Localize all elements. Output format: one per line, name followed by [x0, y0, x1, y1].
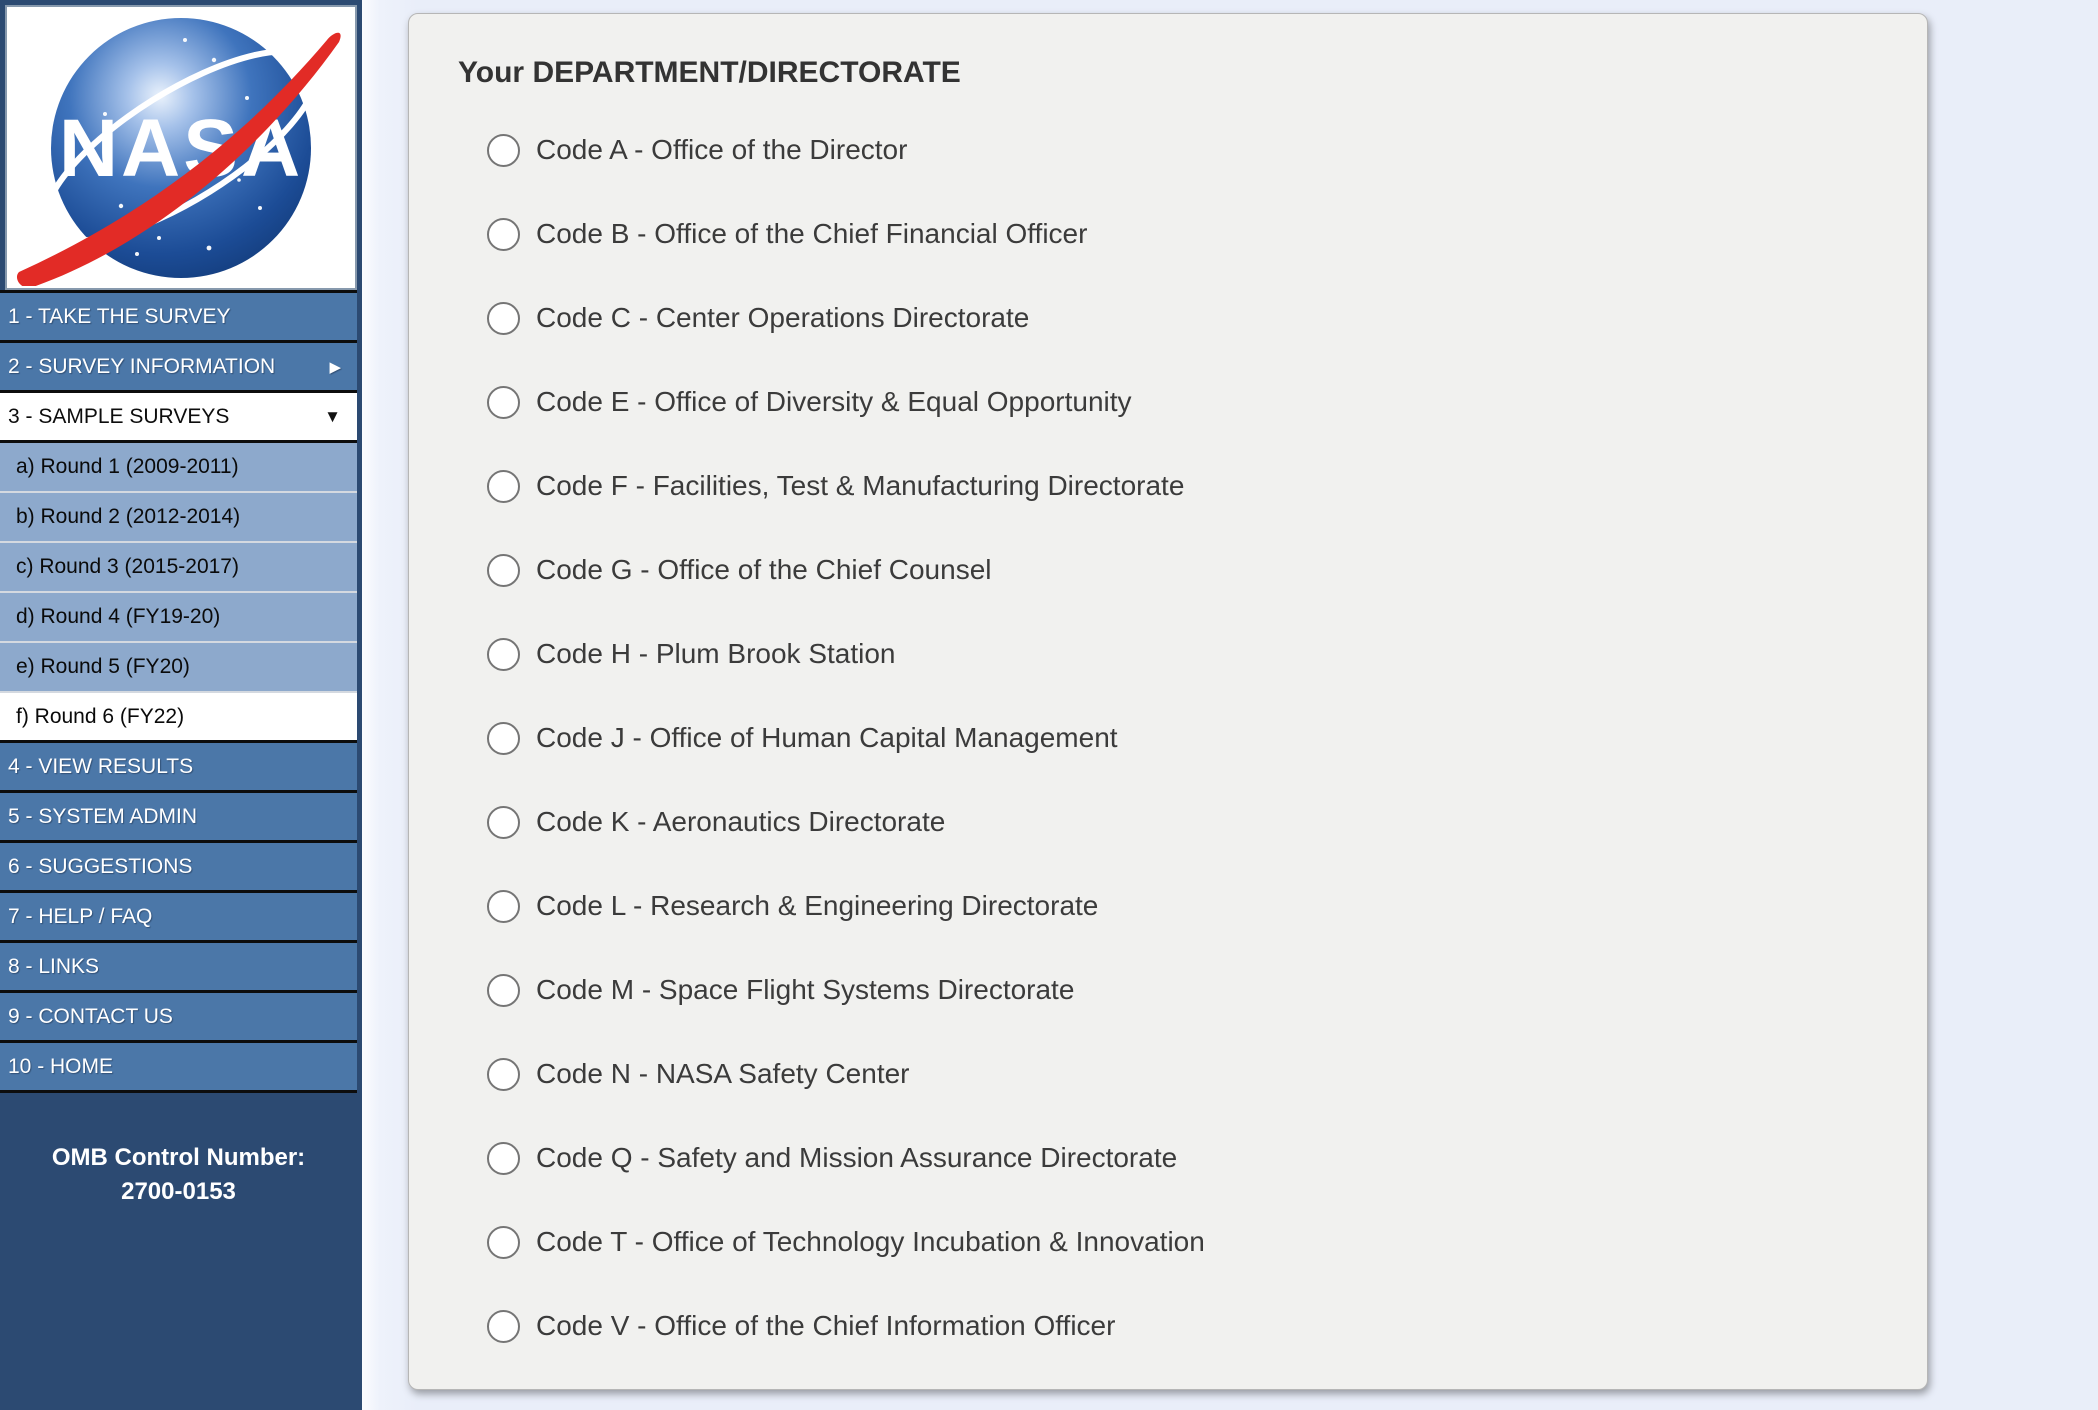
omb-label: OMB Control Number:: [51, 1144, 306, 1171]
question-title: Your DEPARTMENT/DIRECTORATE: [458, 56, 961, 89]
radio-option-label: Code H - Plum Brook Station: [536, 638, 896, 669]
radio-input[interactable]: [487, 973, 520, 1007]
dropdown-open-icon: ▼: [324, 406, 341, 426]
radio-option-label: Code N - NASA Safety Center: [536, 1058, 910, 1089]
radio-option-label: Code A - Office of the Director: [536, 134, 908, 165]
radio-option-code-j[interactable]: Code J - Office of Human Capital Managem…: [487, 696, 1887, 780]
radio-input[interactable]: [487, 721, 520, 755]
nasa-logo-box: NASA: [5, 5, 357, 290]
logo-sphere: [51, 17, 311, 278]
menu-item-label: c) Round 3 (2015-2017): [16, 555, 239, 578]
menu-item-label: a) Round 1 (2009-2011): [16, 455, 239, 478]
sidebar-item-7-help-faq[interactable]: 7 - HELP / FAQ: [0, 893, 357, 943]
menu-item-label: 8 - LINKS: [8, 954, 100, 978]
radio-input[interactable]: [487, 385, 520, 419]
nasa-logo: NASA: [16, 17, 341, 286]
radio-option-code-l[interactable]: Code L - Research & Engineering Director…: [487, 864, 1887, 948]
radio-option-label: Code E - Office of Diversity & Equal Opp…: [536, 386, 1132, 417]
menu-item-label: 9 - CONTACT US: [8, 1004, 173, 1028]
sidebar-item-5-system-admin[interactable]: 5 - SYSTEM ADMIN: [0, 793, 357, 843]
radio-option-label: Code Q - Safety and Mission Assurance Di…: [536, 1142, 1178, 1173]
radio-option-label: Code G - Office of the Chief Counsel: [536, 554, 992, 585]
menu-item-label: d) Round 4 (FY19-20): [16, 605, 221, 628]
radio-option-code-m[interactable]: Code M - Space Flight Systems Directorat…: [487, 948, 1887, 1032]
menu-item-label: 2 - SURVEY INFORMATION: [8, 354, 276, 378]
menu-item-label: 1 - TAKE THE SURVEY: [8, 304, 231, 328]
radio-input[interactable]: [487, 217, 520, 251]
radio-option-label: Code T - Office of Technology Incubation…: [536, 1226, 1205, 1257]
radio-input[interactable]: [487, 1225, 520, 1259]
radio-option-code-g[interactable]: Code G - Office of the Chief Counsel: [487, 528, 1887, 612]
sidebar-item-c-round-3-2015-2017[interactable]: c) Round 3 (2015-2017): [0, 543, 357, 593]
radio-input[interactable]: [487, 889, 520, 923]
submenu-expand-icon: ▶: [329, 358, 341, 376]
radio-option-label: Code C - Center Operations Directorate: [536, 302, 1030, 333]
radio-input[interactable]: [487, 637, 520, 671]
options-list: Code A - Office of the Director Code B -…: [487, 108, 1887, 1368]
sidebar-item-1-take-the-survey[interactable]: 1 - TAKE THE SURVEY: [0, 293, 357, 343]
omb-value: 2700-0153: [121, 1177, 236, 1205]
menu-item-label: 10 - HOME: [8, 1054, 114, 1078]
sidebar-item-3-sample-surveys[interactable]: 3 - SAMPLE SURVEYS ▼: [0, 393, 357, 443]
radio-option-label: Code V - Office of the Chief Information…: [536, 1310, 1116, 1341]
menu-item-label: 7 - HELP / FAQ: [8, 904, 153, 928]
radio-option-code-h[interactable]: Code H - Plum Brook Station: [487, 612, 1887, 696]
sidebar-item-9-contact-us[interactable]: 9 - CONTACT US: [0, 993, 357, 1043]
omb-control-number: OMB Control Number: 2700-0153: [0, 1141, 357, 1208]
sidebar-item-a-round-1-2009-2011[interactable]: a) Round 1 (2009-2011): [0, 443, 357, 493]
sidebar-item-b-round-2-2012-2014[interactable]: b) Round 2 (2012-2014): [0, 493, 357, 543]
menu-item-label: 5 - SYSTEM ADMIN: [8, 804, 198, 828]
radio-option-code-c[interactable]: Code C - Center Operations Directorate: [487, 276, 1887, 360]
radio-input[interactable]: [487, 1141, 520, 1175]
sidebar-menu: 1 - TAKE THE SURVEY 2 - SURVEY INFORMATI…: [0, 290, 357, 1093]
menu-item-label: 6 - SUGGESTIONS: [8, 854, 193, 878]
main-content: Your DEPARTMENT/DIRECTORATE Code A - Off…: [362, 0, 2098, 1410]
radio-option-code-e[interactable]: Code E - Office of Diversity & Equal Opp…: [487, 360, 1887, 444]
sidebar-item-6-suggestions[interactable]: 6 - SUGGESTIONS: [0, 843, 357, 893]
radio-option-code-n[interactable]: Code N - NASA Safety Center: [487, 1032, 1887, 1116]
radio-option-code-a[interactable]: Code A - Office of the Director: [487, 108, 1887, 192]
radio-input[interactable]: [487, 301, 520, 335]
sidebar-item-10-home[interactable]: 10 - HOME: [0, 1043, 357, 1093]
survey-question-card: Your DEPARTMENT/DIRECTORATE Code A - Off…: [408, 13, 1928, 1390]
radio-option-label: Code J - Office of Human Capital Managem…: [536, 722, 1118, 753]
radio-option-code-v[interactable]: Code V - Office of the Chief Information…: [487, 1284, 1887, 1368]
radio-input[interactable]: [487, 805, 520, 839]
sidebar-item-e-round-5-fy20[interactable]: e) Round 5 (FY20): [0, 643, 357, 693]
radio-option-code-q[interactable]: Code Q - Safety and Mission Assurance Di…: [487, 1116, 1887, 1200]
sidebar-item-f-round-6-fy22[interactable]: f) Round 6 (FY22): [0, 693, 357, 743]
menu-item-label: 4 - VIEW RESULTS: [8, 754, 194, 778]
radio-option-code-t[interactable]: Code T - Office of Technology Incubation…: [487, 1200, 1887, 1284]
logo-swoosh: [16, 32, 341, 286]
sidebar-item-d-round-4-fy19-20[interactable]: d) Round 4 (FY19-20): [0, 593, 357, 643]
radio-option-code-f[interactable]: Code F - Facilities, Test & Manufacturin…: [487, 444, 1887, 528]
radio-option-label: Code B - Office of the Chief Financial O…: [536, 218, 1088, 249]
radio-input[interactable]: [487, 133, 520, 167]
radio-input[interactable]: [487, 469, 520, 503]
radio-option-label: Code F - Facilities, Test & Manufacturin…: [536, 470, 1185, 501]
menu-item-label: f) Round 6 (FY22): [16, 704, 185, 728]
menu-item-label: 3 - SAMPLE SURVEYS: [8, 404, 230, 428]
radio-option-label: Code L - Research & Engineering Director…: [536, 890, 1099, 921]
radio-input[interactable]: [487, 1309, 520, 1343]
sidebar-item-8-links[interactable]: 8 - LINKS: [0, 943, 357, 993]
radio-option-code-b[interactable]: Code B - Office of the Chief Financial O…: [487, 192, 1887, 276]
sidebar-item-2-survey-information[interactable]: 2 - SURVEY INFORMATION ▶: [0, 343, 357, 393]
radio-option-label: Code M - Space Flight Systems Directorat…: [536, 974, 1075, 1005]
logo-stars: [91, 37, 274, 256]
menu-item-label: b) Round 2 (2012-2014): [16, 505, 241, 528]
radio-input[interactable]: [487, 1057, 520, 1091]
sidebar-item-4-view-results[interactable]: 4 - VIEW RESULTS: [0, 743, 357, 793]
radio-option-code-k[interactable]: Code K - Aeronautics Directorate: [487, 780, 1887, 864]
menu-item-label: e) Round 5 (FY20): [16, 655, 190, 678]
radio-input[interactable]: [487, 553, 520, 587]
radio-option-label: Code K - Aeronautics Directorate: [536, 806, 946, 837]
sidebar: NASA 1 - TAKE THE SURVEY 2 - SURVEY INFO…: [0, 0, 362, 1410]
